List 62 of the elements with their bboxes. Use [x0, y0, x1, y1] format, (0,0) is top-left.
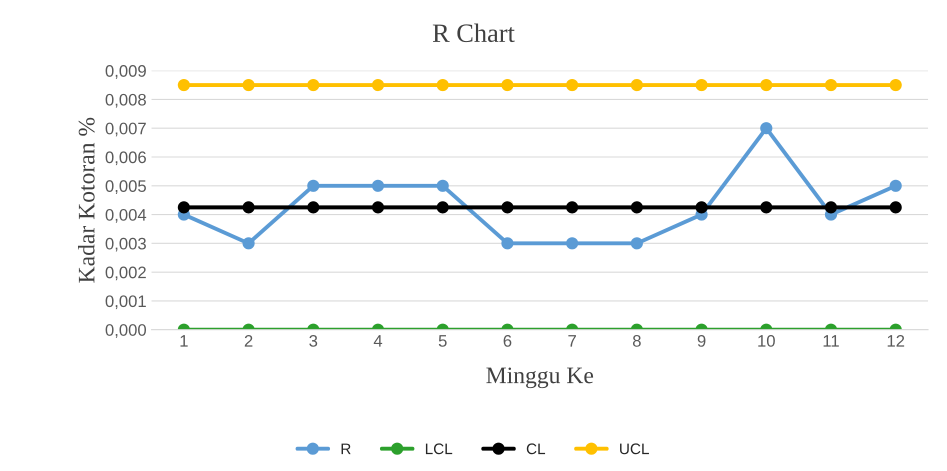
- x-tick-label: 2: [244, 335, 252, 347]
- point: [242, 237, 255, 250]
- y-tick-label: 0,007: [106, 122, 146, 136]
- legend-label: UCL: [620, 443, 649, 454]
- x-tick-label: 7: [568, 335, 576, 347]
- chart-title: R Chart: [432, 24, 515, 42]
- point: [890, 180, 902, 192]
- point: [760, 78, 772, 92]
- x-tick-label: 10: [758, 335, 775, 347]
- x-tick-label: 4: [374, 335, 382, 347]
- point: [436, 78, 449, 92]
- point: [501, 78, 514, 92]
- x-tick-label: 9: [698, 335, 706, 347]
- x-tick-label: 11: [824, 335, 839, 347]
- x-tick-label: 5: [438, 335, 447, 347]
- point: [501, 237, 514, 250]
- point: [566, 237, 578, 250]
- x-tick-label: 3: [309, 335, 318, 347]
- y-tick-label: 0,000: [106, 324, 146, 338]
- legend-label: CL: [526, 443, 546, 454]
- point: [566, 201, 578, 214]
- point: [890, 78, 902, 92]
- point: [436, 180, 449, 192]
- point: [630, 201, 643, 214]
- x-tick-label: 12: [888, 335, 904, 347]
- y-tick-label: 0,008: [106, 94, 146, 108]
- point: [566, 78, 578, 92]
- point: [501, 201, 514, 214]
- y-axis-title: Kadar Kotoran %: [78, 118, 95, 283]
- point: [242, 78, 255, 92]
- x-tick-label: 1: [180, 335, 188, 347]
- point: [436, 201, 449, 214]
- point: [760, 122, 772, 134]
- point: [372, 78, 384, 92]
- point: [372, 201, 384, 214]
- y-tick-label: 0,006: [106, 151, 146, 166]
- point: [695, 201, 708, 214]
- legend-label: R: [342, 444, 351, 454]
- point: [760, 201, 772, 214]
- y-tick-label: 0,005: [106, 180, 146, 194]
- point: [372, 180, 384, 192]
- point: [630, 237, 643, 250]
- point: [824, 201, 838, 214]
- point: [307, 180, 320, 192]
- y-tick-label: 0,001: [106, 295, 146, 310]
- point: [890, 201, 902, 214]
- x-axis-title: Minggu Ke: [486, 367, 594, 388]
- point: [178, 201, 190, 214]
- point: [178, 78, 190, 92]
- y-tick-label: 0,002: [106, 266, 146, 280]
- point: [630, 78, 643, 92]
- point: [307, 78, 320, 92]
- y-tick-label: 0,004: [106, 208, 146, 223]
- point: [695, 78, 708, 92]
- point: [307, 201, 320, 214]
- legend-label: LCL: [426, 443, 452, 454]
- x-tick-label: 6: [504, 335, 512, 347]
- x-tick-label: 8: [632, 335, 641, 347]
- y-tick-label: 0,003: [106, 238, 146, 252]
- point: [242, 201, 255, 214]
- y-tick-label: 0,009: [106, 65, 146, 79]
- point: [824, 78, 838, 92]
